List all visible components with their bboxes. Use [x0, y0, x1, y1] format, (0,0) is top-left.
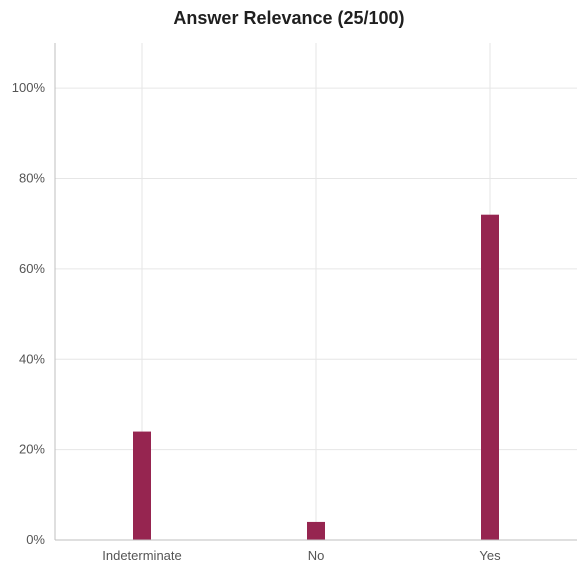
x-tick-label: Yes — [479, 548, 501, 563]
y-tick-label: 100% — [12, 80, 46, 95]
label-layer: 0% 20% 40% 60% 80% 100% Indeterminate No Yes — [12, 80, 501, 563]
bar-layer — [133, 214, 499, 540]
y-tick-label: 60% — [19, 261, 45, 276]
bar-no[interactable] — [307, 521, 325, 540]
x-tick-label: Indeterminate — [102, 548, 182, 563]
x-tick-label: No — [308, 548, 325, 563]
y-tick-label: 40% — [19, 351, 45, 366]
y-tick-label: 80% — [19, 171, 45, 186]
bar-indeterminate[interactable] — [133, 431, 151, 540]
y-tick-label: 20% — [19, 442, 45, 457]
axis-layer — [54, 43, 577, 541]
bar-yes[interactable] — [481, 214, 499, 540]
chart-title: Answer Relevance (25/100) — [173, 8, 405, 28]
y-tick-label: 0% — [26, 532, 45, 547]
